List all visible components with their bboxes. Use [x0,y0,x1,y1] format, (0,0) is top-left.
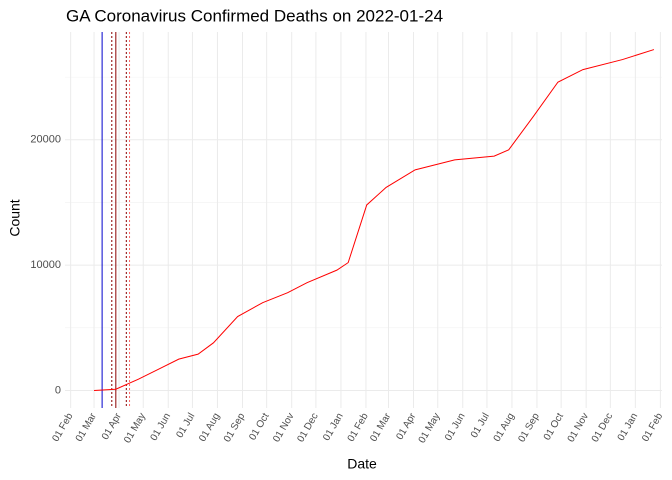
x-tick-label: 01 Aug [197,411,222,443]
x-tick-label: 01 Sep [516,411,542,444]
x-tick-label: 01 Jun [443,411,468,443]
x-tick-label: 01 Jul [469,411,492,440]
x-tick-label: 01 Aug [492,411,517,443]
y-tick-label: 10000 [30,259,61,271]
x-tick-label: 01 Dec [295,411,320,444]
x-tick-label: 01 Oct [542,411,566,442]
x-tick-label: 01 Nov [566,411,591,444]
x-tick-label: 01 Apr [100,411,124,442]
x-tick-label: 01 Oct [247,411,271,442]
x-tick-label: 01 Jan [321,411,346,443]
y-tick-label: 0 [55,384,61,396]
x-tick-label: 01 Sep [222,411,248,444]
x-tick-label: 01 Nov [271,411,296,444]
y-axis-label: Count [7,199,23,236]
x-tick-label: 01 Jul [174,411,197,440]
x-tick-label: 01 Feb [640,411,665,444]
x-tick-label: 01 Mar [368,411,393,444]
x-tick-label: 01 Jun [149,411,174,443]
chart-title: GA Coronavirus Confirmed Deaths on 2022-… [66,6,443,25]
y-tick-label: 20000 [30,134,61,146]
x-tick-label: 01 Apr [394,411,418,442]
x-tick-label: 01 Jan [616,411,641,443]
x-tick-label: 01 May [122,411,148,445]
x-tick-label: 01 Feb [50,411,75,444]
data-line [94,49,655,391]
x-tick-label: 01 Dec [590,411,615,444]
x-axis-label: Date [347,456,377,472]
x-tick-label: 01 Mar [74,411,99,444]
x-tick-label: 01 Feb [346,411,371,444]
x-tick-label: 01 May [417,411,443,445]
